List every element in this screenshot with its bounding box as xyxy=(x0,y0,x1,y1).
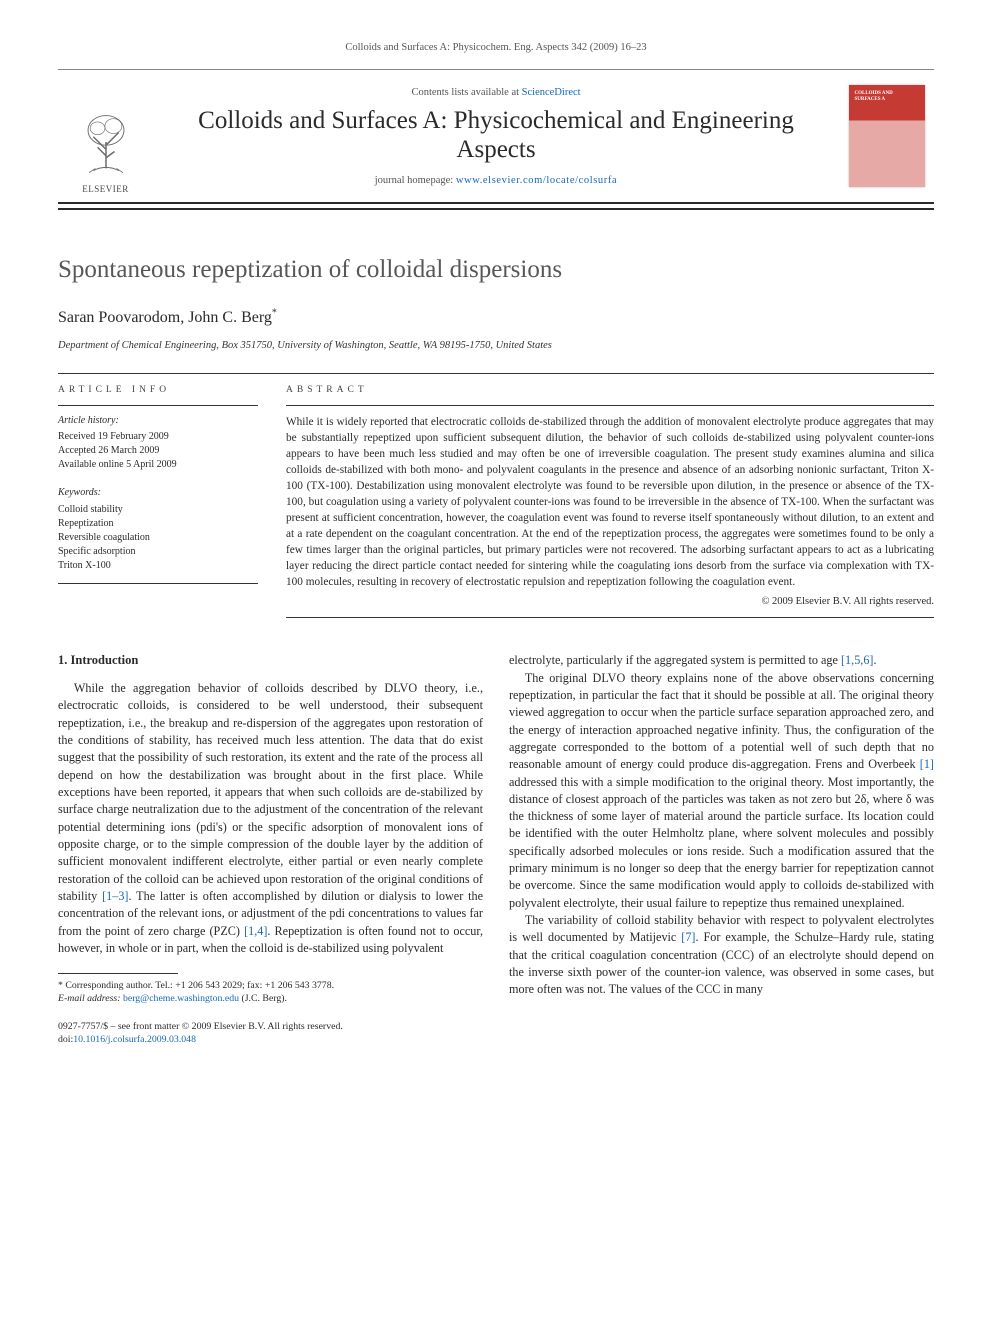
body-text: The original DLVO theory explains none o… xyxy=(509,671,934,772)
ref-link[interactable]: [7] xyxy=(681,930,695,944)
masthead-rule xyxy=(58,208,934,210)
ref-link[interactable]: [1,5,6] xyxy=(841,653,874,667)
corr-footnote: * Corresponding author. Tel.: +1 206 543… xyxy=(58,979,483,992)
journal-name: Colloids and Surfaces A: Physicochemical… xyxy=(157,106,835,165)
homepage-link[interactable]: www.elsevier.com/locate/colsurfa xyxy=(456,175,617,186)
cover-label: COLLOIDS AND SURFACES A xyxy=(855,91,919,102)
authors: Saran Poovarodom, John C. Berg* xyxy=(58,306,934,329)
corr-mark: * xyxy=(272,308,277,319)
keyword: Repeptization xyxy=(58,517,258,531)
body-text: . xyxy=(874,653,877,667)
journal-cover-thumb: COLLOIDS AND SURFACES A xyxy=(849,85,925,187)
keyword: Reversible coagulation xyxy=(58,531,258,545)
abstract-copyright: © 2009 Elsevier B.V. All rights reserved… xyxy=(286,594,934,609)
email-label: E-mail address: xyxy=(58,993,123,1004)
article-info-label: ARTICLE INFO xyxy=(58,374,258,406)
doi-link[interactable]: 10.1016/j.colsurfa.2009.03.048 xyxy=(73,1034,196,1045)
journal-masthead: ELSEVIER Contents lists available at Sci… xyxy=(58,69,934,204)
email-link[interactable]: berg@cheme.washington.edu xyxy=(123,993,239,1004)
email-tail: (J.C. Berg). xyxy=(239,993,287,1004)
ref-link[interactable]: [1,4] xyxy=(244,924,267,938)
body-para: electrolyte, particularly if the aggrega… xyxy=(509,652,934,669)
abstract-block: ABSTRACT While it is widely reported tha… xyxy=(286,374,934,618)
author-names: Saran Poovarodom, John C. Berg xyxy=(58,309,272,326)
affiliation: Department of Chemical Engineering, Box … xyxy=(58,338,934,353)
doi-label: doi: xyxy=(58,1034,73,1045)
ref-link[interactable]: [1] xyxy=(920,757,934,771)
body-text: addressed this with a simple modificatio… xyxy=(509,775,934,910)
body-text: electrolyte, particularly if the aggrega… xyxy=(509,653,841,667)
keyword: Colloid stability xyxy=(58,503,258,517)
publisher-block: ELSEVIER xyxy=(58,70,153,202)
keywords-label: Keywords: xyxy=(58,486,258,501)
article-info: ARTICLE INFO Article history: Received 1… xyxy=(58,374,258,618)
abstract-text: While it is widely reported that electro… xyxy=(286,414,934,590)
body-para: The variability of colloid stability beh… xyxy=(509,912,934,999)
history-online: Available online 5 April 2009 xyxy=(58,458,258,472)
front-matter-line: 0927-7757/$ – see front matter © 2009 El… xyxy=(58,1020,483,1033)
body-para: While the aggregation behavior of colloi… xyxy=(58,680,483,957)
sciencedirect-link[interactable]: ScienceDirect xyxy=(522,87,581,98)
elsevier-tree-icon xyxy=(70,103,142,181)
body-text: While the aggregation behavior of colloi… xyxy=(58,681,483,903)
body-columns: 1. Introduction While the aggregation be… xyxy=(58,652,934,1046)
contents-available: Contents lists available at ScienceDirec… xyxy=(411,85,580,100)
history-label: Article history: xyxy=(58,414,258,429)
article-title: Spontaneous repeptization of colloidal d… xyxy=(58,252,934,288)
footnote-rule xyxy=(58,973,178,974)
history-accepted: Accepted 26 March 2009 xyxy=(58,444,258,458)
contents-prefix: Contents lists available at xyxy=(411,87,521,98)
section-head: 1. Introduction xyxy=(58,652,483,670)
journal-homepage: journal homepage: www.elsevier.com/locat… xyxy=(375,173,617,188)
keyword: Specific adsorption xyxy=(58,545,258,559)
doi-line: doi:10.1016/j.colsurfa.2009.03.048 xyxy=(58,1033,483,1046)
cover-thumb-block: COLLOIDS AND SURFACES A xyxy=(839,70,934,202)
doi-block: 0927-7757/$ – see front matter © 2009 El… xyxy=(58,1020,483,1046)
running-head: Colloids and Surfaces A: Physicochem. En… xyxy=(58,40,934,55)
homepage-prefix: journal homepage: xyxy=(375,175,456,186)
meta-row: ARTICLE INFO Article history: Received 1… xyxy=(58,373,934,618)
ref-link[interactable]: [1–3] xyxy=(102,889,128,903)
email-footnote: E-mail address: berg@cheme.washington.ed… xyxy=(58,992,483,1005)
publisher-label: ELSEVIER xyxy=(82,183,129,196)
masthead-center: Contents lists available at ScienceDirec… xyxy=(153,70,839,202)
body-para: The original DLVO theory explains none o… xyxy=(509,670,934,913)
abstract-label: ABSTRACT xyxy=(286,374,934,406)
history-received: Received 19 February 2009 xyxy=(58,430,258,444)
keyword: Triton X-100 xyxy=(58,559,258,573)
